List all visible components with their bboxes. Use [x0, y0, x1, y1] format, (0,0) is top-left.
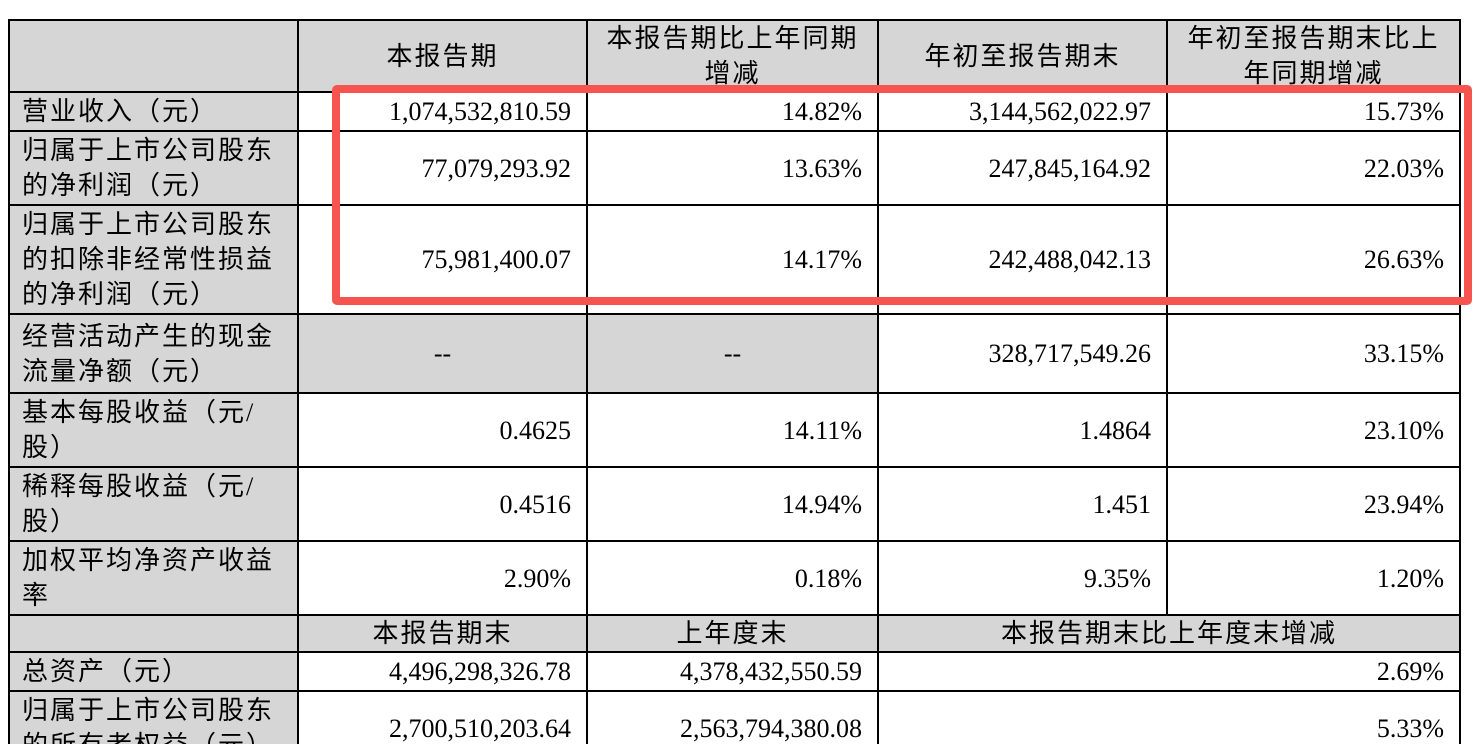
cell-value: 1.4864 — [877, 392, 1168, 468]
cell-value: 14.82% — [586, 91, 879, 132]
header-change-vs-prev-year-end: 本报告期末比上年度末增减 — [877, 614, 1461, 653]
cell-value: 4,378,432,550.59 — [586, 651, 879, 692]
cell-value: 14.17% — [586, 204, 879, 315]
row-label: 稀释每股收益（元/ 股） — [8, 466, 299, 542]
cell-value: 23.94% — [1166, 466, 1461, 542]
table-row-revenue: 营业收入（元） 1,074,532,810.59 14.82% 3,144,56… — [8, 91, 1461, 132]
cell-value: 14.11% — [586, 392, 879, 468]
row-label: 加权平均净资产收益 率 — [8, 540, 299, 616]
table-row-weighted-avg-roe: 加权平均净资产收益 率 2.90% 0.18% 9.35% 1.20% — [8, 540, 1461, 616]
table-row-net-profit: 归属于上市公司股东 的净利润（元） 77,079,293.92 13.63% 2… — [8, 130, 1461, 206]
cell-value: 2.69% — [877, 651, 1461, 692]
cell-na: -- — [297, 313, 588, 394]
cell-value: 15.73% — [1166, 91, 1461, 132]
cell-value: 2.90% — [297, 540, 588, 616]
row-label: 经营活动产生的现金 流量净额（元） — [8, 313, 299, 394]
cell-value: 242,488,042.13 — [877, 204, 1168, 315]
row-label: 归属于上市公司股东 的所有者权益（元） — [8, 690, 299, 744]
table-header-row-period-end: 本报告期末 上年度末 本报告期末比上年度末增减 — [8, 614, 1461, 653]
cell-value: 14.94% — [586, 466, 879, 542]
header-empty-cell — [8, 19, 299, 93]
table-header-row-period: 本报告期 本报告期比上年同期 增减 年初至报告期末 年初至报告期末比上 年同期增… — [8, 19, 1461, 93]
row-label: 归属于上市公司股东 的扣除非经常性损益 的净利润（元） — [8, 204, 299, 315]
table-row-operating-cash-flow: 经营活动产生的现金 流量净额（元） -- -- 328,717,549.26 3… — [8, 313, 1461, 394]
cell-value: 75,981,400.07 — [297, 204, 588, 315]
header-current-period: 本报告期 — [297, 19, 588, 93]
table-row-basic-eps: 基本每股收益（元/ 股） 0.4625 14.11% 1.4864 23.10% — [8, 392, 1461, 468]
table-row-net-profit-excl-nonrecurring: 归属于上市公司股东 的扣除非经常性损益 的净利润（元） 75,981,400.0… — [8, 204, 1461, 315]
cell-value: 3,144,562,022.97 — [877, 91, 1168, 132]
header-ytd-yoy-change: 年初至报告期末比上 年同期增减 — [1166, 19, 1461, 93]
header-yoy-change: 本报告期比上年同期 增减 — [586, 19, 879, 93]
cell-value: 1,074,532,810.59 — [297, 91, 588, 132]
cell-value: 23.10% — [1166, 392, 1461, 468]
row-label: 归属于上市公司股东 的净利润（元） — [8, 130, 299, 206]
cell-value: 0.18% — [586, 540, 879, 616]
table-row-total-assets: 总资产（元） 4,496,298,326.78 4,378,432,550.59… — [8, 651, 1461, 692]
cell-value: 13.63% — [586, 130, 879, 206]
financial-summary-table: 本报告期 本报告期比上年同期 增减 年初至报告期末 年初至报告期末比上 年同期增… — [8, 19, 1461, 744]
cell-value: 1.451 — [877, 466, 1168, 542]
cell-value: 0.4625 — [297, 392, 588, 468]
cell-na: -- — [586, 313, 879, 394]
cell-value: 5.33% — [877, 690, 1461, 744]
row-label: 营业收入（元） — [8, 91, 299, 132]
cell-value: 77,079,293.92 — [297, 130, 588, 206]
cell-value: 247,845,164.92 — [877, 130, 1168, 206]
cell-value: 0.4516 — [297, 466, 588, 542]
cell-value: 9.35% — [877, 540, 1168, 616]
header-prev-year-end: 上年度末 — [586, 614, 879, 653]
cell-value: 2,563,794,380.08 — [586, 690, 879, 744]
header-ytd: 年初至报告期末 — [877, 19, 1168, 93]
header-empty-cell — [8, 614, 299, 653]
cell-value: 1.20% — [1166, 540, 1461, 616]
cell-value: 328,717,549.26 — [877, 313, 1168, 394]
row-label: 基本每股收益（元/ 股） — [8, 392, 299, 468]
cell-value: 33.15% — [1166, 313, 1461, 394]
table-row-owners-equity: 归属于上市公司股东 的所有者权益（元） 2,700,510,203.64 2,5… — [8, 690, 1461, 744]
table-row-diluted-eps: 稀释每股收益（元/ 股） 0.4516 14.94% 1.451 23.94% — [8, 466, 1461, 542]
cell-value: 2,700,510,203.64 — [297, 690, 588, 744]
cell-value: 22.03% — [1166, 130, 1461, 206]
cell-value: 4,496,298,326.78 — [297, 651, 588, 692]
row-label: 总资产（元） — [8, 651, 299, 692]
cell-value: 26.63% — [1166, 204, 1461, 315]
header-period-end: 本报告期末 — [297, 614, 588, 653]
